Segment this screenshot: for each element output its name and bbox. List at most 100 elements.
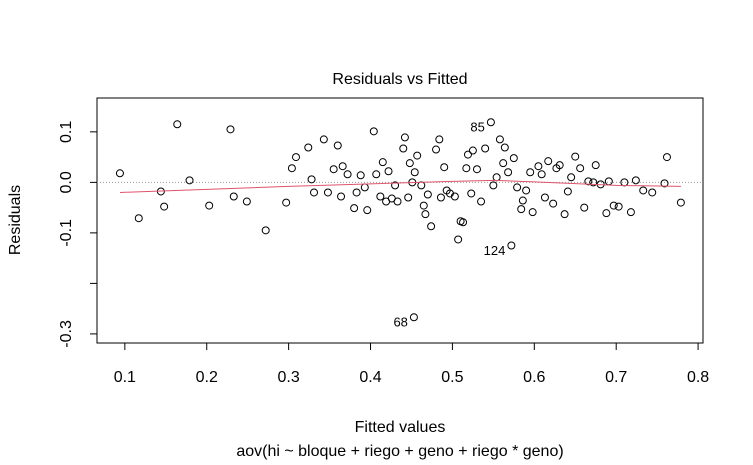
point: [571, 152, 580, 161]
point: [319, 135, 328, 144]
point: [563, 187, 572, 196]
point: [463, 150, 472, 159]
point-label: 68: [393, 315, 407, 330]
point: [589, 178, 598, 187]
point: [495, 135, 504, 144]
point: [291, 153, 300, 162]
point: [229, 192, 238, 201]
point: [338, 162, 347, 171]
point: [350, 204, 359, 213]
point: [409, 313, 418, 322]
point: [549, 199, 558, 208]
x-axis-label: Fitted values: [355, 419, 446, 436]
smooth-line: [119, 179, 681, 193]
point: [356, 171, 365, 180]
point: [417, 181, 426, 190]
x-tick-label: 0.7: [605, 369, 627, 386]
point: [507, 241, 516, 250]
point: [614, 202, 623, 211]
point: [307, 175, 316, 184]
point: [435, 135, 444, 144]
point: [115, 169, 124, 178]
point: [528, 208, 537, 217]
point: [631, 176, 640, 185]
point: [440, 163, 449, 172]
x-tick-label: 0.3: [278, 369, 300, 386]
point: [499, 159, 508, 168]
point: [602, 209, 611, 218]
x-tick-label: 0.1: [114, 369, 136, 386]
x-tick-label: 0.4: [359, 369, 381, 386]
point: [504, 168, 513, 177]
point: [384, 167, 393, 176]
point: [282, 198, 291, 207]
point: [160, 202, 169, 211]
point: [343, 170, 352, 179]
point: [432, 145, 441, 154]
point: [352, 188, 361, 197]
point: [513, 183, 522, 192]
point: [205, 201, 214, 210]
point: [676, 198, 685, 207]
point: [567, 173, 576, 182]
point: [509, 154, 518, 163]
point: [472, 165, 481, 174]
point: [310, 188, 319, 197]
point: [333, 141, 342, 150]
point: [591, 161, 600, 170]
point: [287, 164, 296, 173]
x-tick-label: 0.8: [687, 369, 709, 386]
point: [489, 181, 498, 190]
point: [423, 190, 432, 199]
point: [419, 201, 428, 210]
point: [393, 197, 402, 206]
point: [185, 176, 194, 185]
point-label: 85: [470, 120, 484, 135]
point: [363, 206, 372, 215]
point: [609, 201, 618, 210]
y-tick-label: -0.1: [58, 219, 75, 247]
point: [242, 197, 251, 206]
point: [526, 168, 535, 177]
point: [421, 210, 430, 219]
point: [518, 196, 527, 205]
point: [468, 146, 477, 155]
y-axis-label: Residuals: [7, 185, 24, 255]
point: [427, 222, 436, 231]
point: [540, 193, 549, 202]
point: [454, 235, 463, 244]
point: [555, 161, 564, 170]
point: [459, 218, 468, 227]
point: [391, 181, 400, 190]
point: [584, 177, 593, 186]
point: [481, 144, 490, 153]
point: [537, 170, 546, 179]
y-tick-label: 0.0: [58, 171, 75, 193]
point: [626, 208, 635, 217]
plot-frame: [96, 97, 704, 344]
point: [369, 127, 378, 136]
point: [360, 183, 369, 192]
point: [329, 165, 338, 174]
point: [544, 157, 553, 166]
point: [410, 168, 419, 177]
point: [534, 162, 543, 171]
point: [660, 179, 669, 188]
point: [413, 151, 422, 160]
point: [477, 197, 486, 206]
point: [372, 170, 381, 179]
point: [662, 153, 671, 162]
x-tick-label: 0.2: [196, 369, 218, 386]
point: [337, 192, 346, 201]
point-label: 124: [484, 243, 506, 258]
point: [436, 193, 445, 202]
point: [323, 188, 332, 197]
point: [462, 164, 471, 173]
point: [376, 192, 385, 201]
y-tick-label: 0.1: [58, 121, 75, 143]
point: [576, 164, 585, 173]
point: [226, 125, 235, 134]
point: [500, 143, 509, 152]
point: [378, 158, 387, 167]
point: [604, 177, 613, 186]
